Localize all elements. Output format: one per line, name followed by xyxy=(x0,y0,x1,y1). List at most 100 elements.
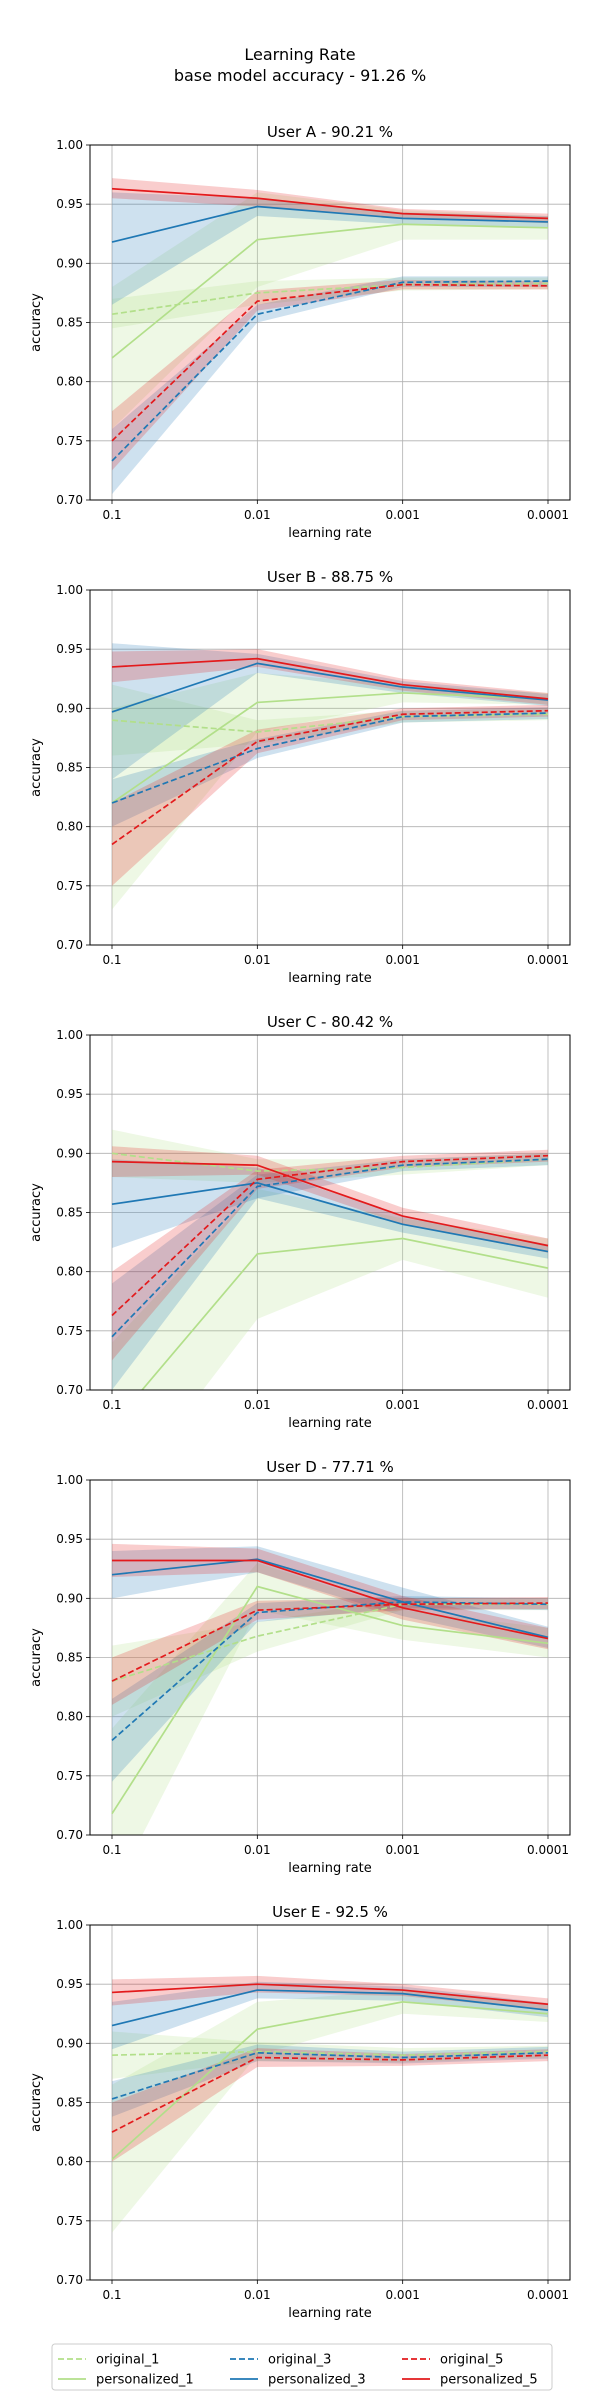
series-group xyxy=(111,1129,549,1390)
line-original_1 xyxy=(111,713,549,733)
subplot-5: 0.70 0.75 0.80 0.85 0.90 0.95 1.00 0.1 0.01 0.001… xyxy=(29,1903,571,2321)
band-personalized_5 xyxy=(112,1975,548,2011)
xtick-label: 0.0001 xyxy=(527,508,569,522)
subplot-title: User B - 88.75 % xyxy=(267,568,393,586)
xtick-label: 0.01 xyxy=(244,1843,271,1857)
line-personalized_5 xyxy=(111,657,549,700)
ytick-label: 0.90 xyxy=(56,256,83,270)
xtick-label: 0.01 xyxy=(244,2288,271,2302)
line-personalized_5 xyxy=(111,187,549,220)
legend: original_1 personalized_1 original_3person… xyxy=(51,2343,553,2391)
band-original_5 xyxy=(112,704,548,886)
line-original_3 xyxy=(111,1158,549,1338)
y-axis-label: accuracy xyxy=(29,1183,44,1242)
line-personalized_5 xyxy=(112,1559,549,1640)
legend-label-personalized_5: personalized_5 xyxy=(440,2373,538,2388)
x-axis-label: learning rate xyxy=(288,1416,372,1431)
line-original_5 xyxy=(111,1602,549,1682)
legend-label-personalized_1: personalized_1 xyxy=(96,2373,194,2388)
ytick-label: 0.75 xyxy=(56,2214,83,2228)
subplot-title: User C - 80.42 % xyxy=(267,1013,393,1031)
xtick-label: 0.001 xyxy=(385,953,419,967)
band-personalized_5 xyxy=(112,1543,548,1650)
line-personalized_3 xyxy=(111,1558,549,1639)
band-original_5 xyxy=(112,1597,548,1705)
band-original_3 xyxy=(112,276,548,495)
ytick-label: 0.95 xyxy=(56,1087,83,1101)
ytick-label: 1.00 xyxy=(56,1028,83,1042)
xtick-label: 0.0001 xyxy=(527,953,569,967)
line-original_1 xyxy=(111,1152,549,1172)
xtick-label: 0.001 xyxy=(385,2288,419,2302)
line-personalized_1 xyxy=(111,223,549,359)
line-personalized_3 xyxy=(111,1182,549,1253)
x-axis-label: learning rate xyxy=(288,971,372,986)
band-original_1 xyxy=(112,1129,548,1183)
ytick-label: 0.75 xyxy=(56,1769,83,1783)
ytick-label: 0.75 xyxy=(56,879,83,893)
ytick-label: 0.85 xyxy=(56,2096,83,2110)
xtick-label: 0.01 xyxy=(244,1398,271,1412)
ytick-label: 0.80 xyxy=(56,1710,83,1724)
figure-subtitle: base model accuracy - 91.26 % xyxy=(174,66,426,85)
band-personalized_3 xyxy=(112,1159,548,1259)
line-original_1 xyxy=(111,282,549,316)
line-personalized_1 xyxy=(111,1585,549,1815)
ytick-label: 0.70 xyxy=(56,1383,83,1397)
ytick-label: 0.80 xyxy=(56,1265,83,1279)
ytick-label: 0.95 xyxy=(56,642,83,656)
xtick-label: 0.0001 xyxy=(527,1843,569,1857)
y-axis-label: accuracy xyxy=(29,1628,44,1687)
ytick-label: 0.80 xyxy=(56,820,83,834)
grid xyxy=(90,1479,570,1836)
ytick-label: 0.80 xyxy=(56,2155,83,2169)
y-axis-label: accuracy xyxy=(29,2073,44,2132)
band-personalized_3 xyxy=(112,643,548,780)
band-personalized_3 xyxy=(112,1546,548,1649)
ytick-label: 0.85 xyxy=(56,1206,83,1220)
band-original_1 xyxy=(112,277,548,329)
xtick-label: 0.001 xyxy=(385,1398,419,1412)
y-axis-label: accuracy xyxy=(29,738,44,797)
legend-label-original_5: original_5 xyxy=(440,2353,503,2368)
xtick-label: 0.1 xyxy=(102,1843,121,1857)
xtick-label: 0.0001 xyxy=(527,1398,569,1412)
series-group xyxy=(111,643,549,910)
ytick-label: 1.00 xyxy=(56,583,83,597)
line-original_3 xyxy=(111,280,549,462)
line-personalized_1 xyxy=(140,1237,549,1390)
ytick-label: 1.00 xyxy=(56,1473,83,1487)
band-original_1 xyxy=(112,684,548,756)
line-original_5 xyxy=(111,2054,549,2133)
band-original_5 xyxy=(112,279,548,471)
band-personalized_5 xyxy=(112,178,548,224)
series-group xyxy=(111,1975,549,2233)
line-original_3 xyxy=(111,712,549,804)
xtick-label: 0.1 xyxy=(102,2288,121,2302)
subplot-4: 0.70 0.75 0.80 0.85 0.90 0.95 1.00 0.1 0.01 0.001… xyxy=(29,1458,571,1876)
xtick-label: 0.001 xyxy=(385,508,419,522)
ytick-label: 0.80 xyxy=(56,375,83,389)
ytick-label: 0.70 xyxy=(56,1828,83,1842)
line-personalized_3 xyxy=(111,662,549,713)
band-personalized_1 xyxy=(112,672,548,910)
xtick-label: 0.0001 xyxy=(527,2288,569,2302)
ytick-label: 0.85 xyxy=(56,1651,83,1665)
x-axis-label: learning rate xyxy=(288,526,372,541)
band-personalized_1 xyxy=(112,192,548,429)
line-personalized_3 xyxy=(111,205,549,243)
subplot-title: User A - 90.21 % xyxy=(267,123,393,141)
ytick-label: 0.90 xyxy=(56,1591,83,1605)
ytick-label: 0.95 xyxy=(56,1532,83,1546)
ytick-label: 0.85 xyxy=(56,761,83,775)
band-original_3 xyxy=(112,707,548,827)
ytick-label: 0.75 xyxy=(56,1324,83,1338)
band-personalized_1 xyxy=(112,1990,548,2233)
ytick-label: 0.70 xyxy=(56,493,83,507)
band-personalized_5 xyxy=(112,1146,548,1253)
ytick-label: 1.00 xyxy=(56,138,83,152)
ytick-label: 0.85 xyxy=(56,316,83,330)
xtick-label: 0.01 xyxy=(244,508,271,522)
ytick-label: 0.75 xyxy=(56,434,83,448)
band-original_5 xyxy=(112,1149,548,1361)
